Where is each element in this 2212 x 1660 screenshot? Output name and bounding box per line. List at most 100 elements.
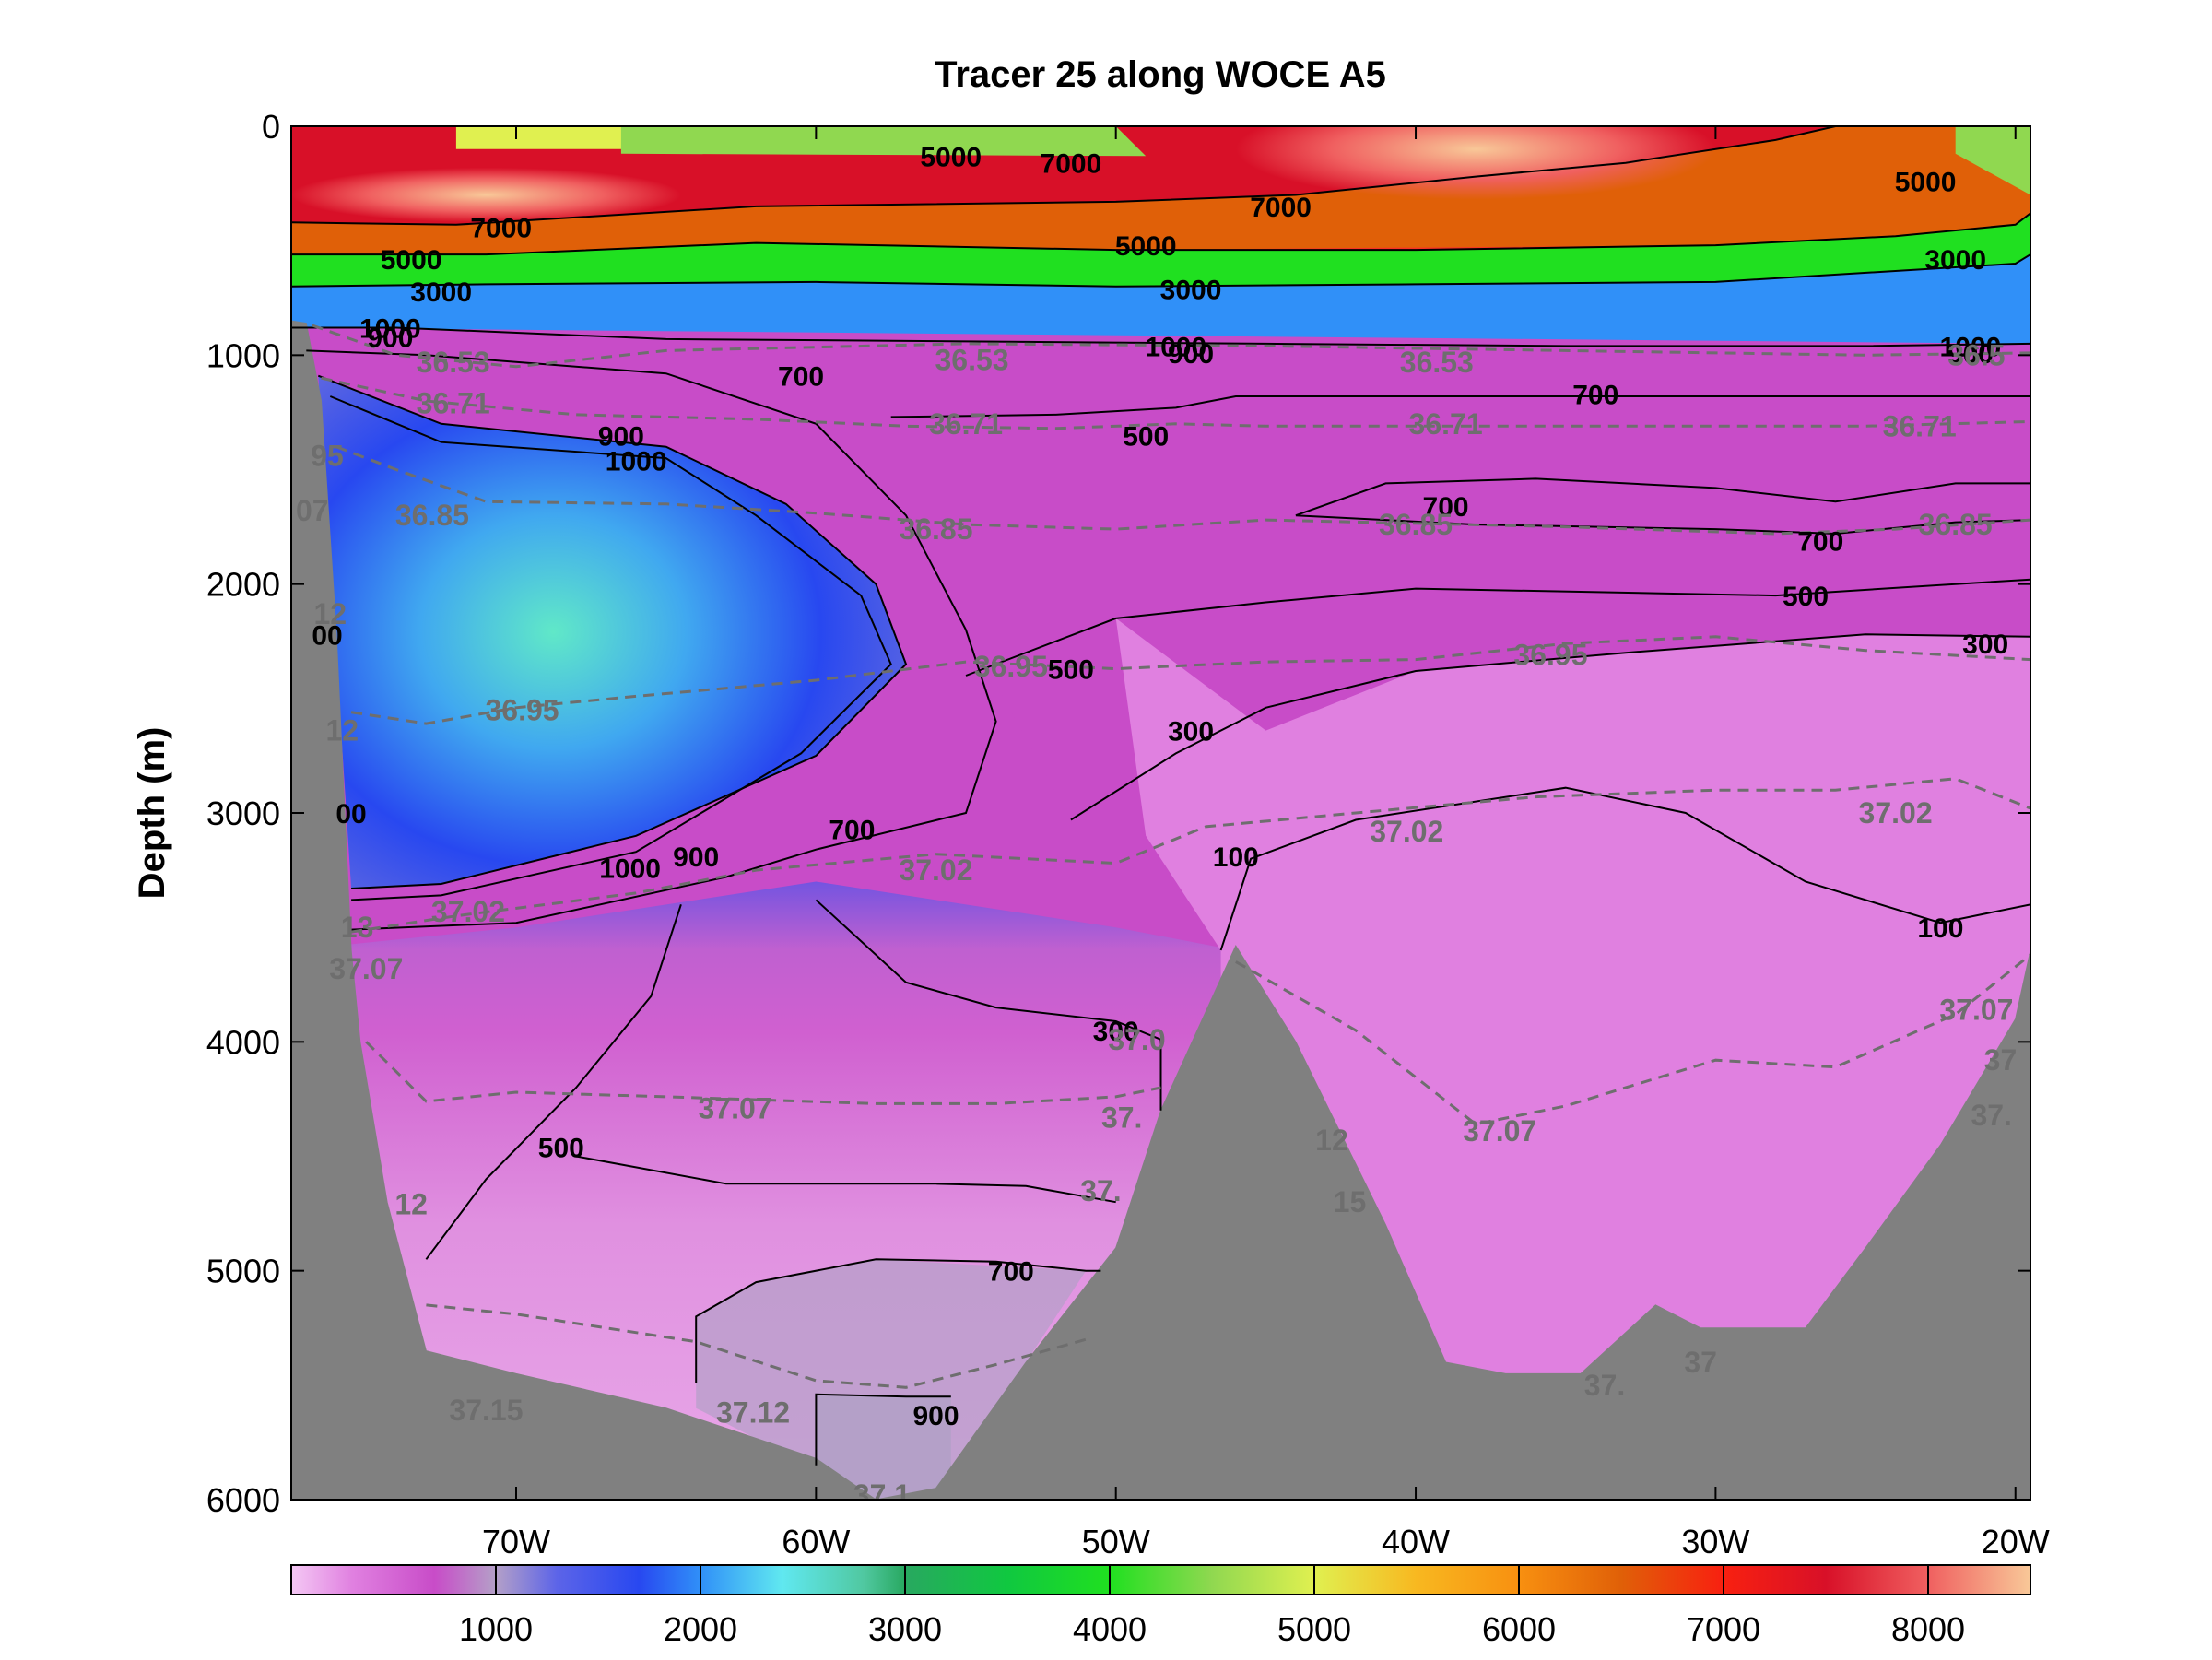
tracer-contour-500-15 — [575, 1155, 1116, 1204]
salinity-label-28: 12 — [1315, 1124, 1348, 1157]
layer-700 — [696, 1259, 1087, 1500]
salinity-label-1: 36.53 — [935, 343, 1008, 376]
salinity-label-10: 36.85 — [1379, 508, 1453, 541]
tracer-label-27: 700 — [829, 815, 875, 845]
tracer-label-12: 1000 — [1145, 332, 1206, 362]
tracer-label-35: 900 — [912, 1401, 959, 1431]
tracer-label-5: 5000 — [1115, 231, 1177, 262]
salinity-label-2: 36.53 — [1400, 346, 1474, 379]
tracer-label-4: 7000 — [470, 213, 532, 243]
salinity-label-14: 36.95 — [1513, 639, 1587, 672]
y-tick-label: 5000 — [206, 1253, 280, 1290]
salinity-label-6: 36.71 — [1409, 407, 1483, 441]
layer-200 — [1115, 618, 2030, 950]
tracer-contour-100-12 — [1219, 786, 2030, 951]
tracer-label-18: 900 — [598, 421, 644, 452]
tracer-label-9: 3000 — [1160, 275, 1222, 305]
layer-4000 — [291, 213, 2030, 287]
salinity-label-40: 12 — [326, 714, 359, 748]
colorbar-tick-label: 8000 — [1891, 1610, 1965, 1648]
tracer-contour-700-6 — [306, 349, 997, 931]
chart-title: Tracer 25 along WOCE A5 — [935, 54, 1386, 95]
salinity-label-22: 37.07 — [1939, 994, 2013, 1027]
x-tick-label: 20W — [1982, 1523, 2050, 1560]
tracer-contour-700-8 — [1295, 477, 2030, 517]
salinity-contour-36-95-3 — [350, 635, 2030, 725]
tracer-contour-500-10 — [965, 578, 2030, 677]
salinity-label-19: 37.07 — [329, 952, 403, 985]
colorbar: 1000 2000 3000 4000 5000 6000 7000 8000 — [290, 1564, 2031, 1648]
salinity-label-31: 37.12 — [716, 1396, 790, 1430]
tracer-label-29: 900 — [673, 842, 719, 873]
salinity-label-23: 37.0 — [1108, 1023, 1165, 1056]
salinity-label-13: 36.95 — [974, 650, 1048, 683]
salinity-label-32: 37.15 — [449, 1394, 523, 1427]
salinity-label-33: 37.1 — [853, 1478, 911, 1512]
y-tick-label: 3000 — [206, 795, 280, 832]
tracer-label-21: 700 — [1423, 492, 1469, 523]
tracer-label-20: 500 — [1123, 421, 1169, 452]
tracer-contour-900-4 — [317, 374, 908, 889]
salinity-label-4: 36.71 — [417, 386, 490, 419]
colorbar-tick-label: 2000 — [664, 1610, 737, 1648]
y-tick-label: 1000 — [206, 336, 280, 374]
tracer-contour-700-9 — [1295, 514, 2030, 536]
tracer-contour-3000-2 — [291, 253, 2030, 288]
tracer-label-28: 1000 — [599, 854, 661, 885]
colorbar-tick-label: 4000 — [1073, 1610, 1147, 1648]
surface-hot-core — [1235, 126, 1716, 200]
colorbar-tick-label: 6000 — [1482, 1610, 1556, 1648]
y-tick-label: 2000 — [206, 566, 280, 604]
salinity-label-39: 12 — [313, 597, 347, 630]
tracer-contour-900-17 — [815, 1393, 951, 1466]
y-axis: 0 1000 2000 3000 4000 5000 6000 — [206, 108, 2030, 1519]
colorbar-gradient — [290, 1564, 2031, 1595]
tracer-label-19: 1000 — [606, 447, 667, 477]
tracer-label-16: 700 — [778, 362, 824, 393]
salinity-label-18: 37.02 — [1859, 796, 1933, 830]
colorbar-tick-label: 3000 — [868, 1610, 942, 1648]
salinity-label-26: 37 — [1984, 1043, 2018, 1077]
salinity-label-37: 95 — [311, 440, 344, 473]
tracer-label-31: 100 — [1917, 913, 1963, 944]
tracer-contour-300-14 — [815, 899, 1162, 1111]
tracer-label-17: 700 — [1572, 381, 1618, 411]
surface-green-patch-3 — [1955, 126, 2030, 195]
salinity-contour-36-71-1 — [321, 376, 2030, 430]
salinity-label-11: 36.85 — [1919, 508, 1993, 541]
salinity-label-17: 37.02 — [1370, 815, 1443, 848]
tracer-label-7: 5000 — [381, 245, 442, 276]
tracer-label-10: 1000 — [359, 314, 421, 345]
salinity-label-29: 12 — [394, 1188, 428, 1221]
layer-2000 — [291, 254, 2030, 347]
tracer-label-14: 1000 — [1940, 332, 2002, 362]
salinity-label-27: 37. — [1971, 1099, 2011, 1132]
bathymetry — [291, 320, 2030, 1500]
y-tick-label: 0 — [262, 108, 280, 146]
tracer-contour-300-11 — [1070, 633, 2030, 821]
y-tick-label: 6000 — [206, 1481, 280, 1519]
tracer-label-34: 700 — [988, 1257, 1034, 1288]
salinity-contour-37-02-4 — [350, 777, 2030, 934]
salinity-contour-36-53-0 — [312, 324, 2030, 369]
salinity-label-5: 36.71 — [929, 407, 1003, 441]
salinity-contour-37-07-5 — [365, 1041, 1161, 1105]
tracer-contours — [291, 126, 2030, 1466]
deep-core — [318, 375, 906, 889]
salinity-label-38: 07 — [296, 494, 329, 527]
salinity-contours — [312, 324, 2030, 1389]
tracer-label-1: 7000 — [1041, 149, 1102, 180]
tracer-contour-1000-5 — [329, 395, 892, 901]
salinity-contour-labels: 36.53 36.53 36.53 36.5 36.71 36.71 36.71 36.71 3… — [296, 338, 2018, 1512]
salinity-label-36: 13 — [341, 911, 374, 944]
surface-hot-core-west — [291, 167, 681, 223]
salinity-label-7: 36.71 — [1883, 409, 1957, 442]
tracer-label-37: 00 — [335, 799, 366, 830]
salinity-label-20: 37.07 — [698, 1091, 771, 1124]
tracer-label-26: 300 — [1168, 717, 1214, 748]
salinity-label-25: 37. — [1080, 1174, 1121, 1207]
salinity-label-35: 37 — [1684, 1346, 1717, 1379]
